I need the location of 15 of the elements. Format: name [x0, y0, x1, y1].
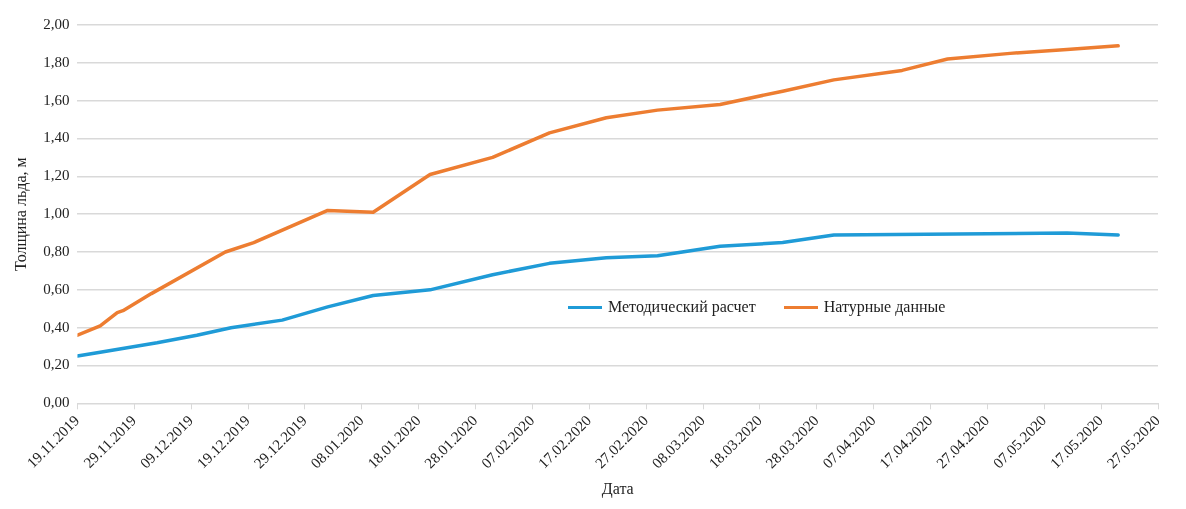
y-axis-title: Толщина льда, м: [11, 157, 30, 271]
y-tick-label: 0,40: [43, 318, 70, 335]
y-tick-label: 0,20: [43, 356, 70, 373]
legend-label: Методический расчет: [608, 298, 756, 316]
y-tick-label: 1,40: [43, 129, 70, 146]
y-tick-label: 0,60: [43, 280, 70, 297]
y-tick-label: 1,20: [43, 167, 70, 184]
y-tick-label: 0,80: [43, 242, 70, 259]
legend-label: Натурные данные: [823, 298, 946, 316]
y-tick-label: 0,00: [43, 394, 70, 411]
y-tick-label: 1,60: [43, 91, 70, 108]
y-tick-label: 1,00: [43, 205, 70, 222]
y-tick-label: 2,00: [43, 15, 70, 32]
x-axis-title: Дата: [601, 479, 634, 498]
y-tick-label: 1,80: [43, 53, 70, 70]
